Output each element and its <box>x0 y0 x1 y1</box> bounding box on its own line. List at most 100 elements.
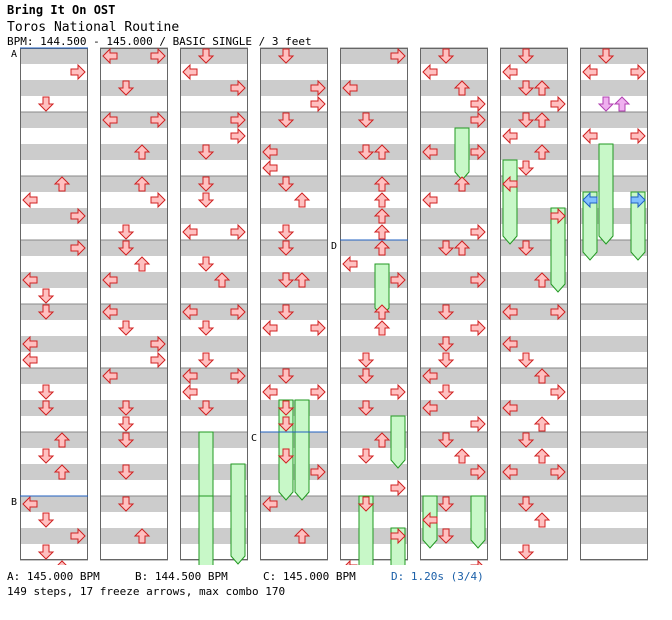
beat-stripe <box>20 432 88 448</box>
beat-stripe <box>260 144 328 160</box>
beat-stripe <box>180 112 248 128</box>
beat-stripe <box>180 416 248 432</box>
beat-stripe <box>340 288 408 304</box>
beat-stripe <box>260 496 328 512</box>
beat-stripe <box>20 176 88 192</box>
step-arrow <box>470 319 486 337</box>
step-arrow <box>630 127 646 145</box>
step-arrow <box>533 144 551 160</box>
step-arrow <box>517 48 535 64</box>
step-arrow <box>550 303 566 321</box>
beat-stripe <box>340 96 408 112</box>
step-arrow <box>230 303 246 321</box>
step-arrow <box>117 80 135 96</box>
beat-stripe <box>180 224 248 240</box>
beat-stripe <box>340 368 408 384</box>
beat-stripe <box>420 448 488 464</box>
step-arrow <box>22 495 38 513</box>
column-frame <box>180 48 248 560</box>
step-arrow <box>517 352 535 368</box>
beat-stripe <box>100 80 168 96</box>
freeze-arrow <box>470 495 486 549</box>
beat-stripe <box>260 544 328 560</box>
step-arrow <box>357 496 375 512</box>
beat-stripe <box>100 112 168 128</box>
step-arrow <box>117 464 135 480</box>
step-arrow <box>277 176 295 192</box>
beat-stripe <box>420 400 488 416</box>
freeze-arrow <box>230 463 246 565</box>
step-arrow <box>502 63 518 81</box>
beat-stripe <box>20 368 88 384</box>
beat-stripe <box>500 352 568 368</box>
step-arrow <box>197 144 215 160</box>
beat-stripe <box>580 160 648 176</box>
beat-stripe <box>500 320 568 336</box>
step-arrow <box>310 319 326 337</box>
step-arrow <box>373 192 391 208</box>
shock-arrow <box>597 96 615 112</box>
beat-stripe <box>20 512 88 528</box>
beat-stripe <box>100 400 168 416</box>
beat-stripe <box>580 272 648 288</box>
step-arrow <box>133 144 151 160</box>
bpm-marker-label: C <box>251 433 257 444</box>
step-arrow <box>373 176 391 192</box>
step-arrow <box>517 544 535 560</box>
beat-stripe <box>260 304 328 320</box>
beat-stripe <box>580 400 648 416</box>
step-arrow <box>373 320 391 336</box>
step-arrow <box>533 272 551 288</box>
beat-stripe <box>420 64 488 80</box>
freeze-head-arrow <box>582 191 598 209</box>
beat-stripe <box>340 112 408 128</box>
step-arrow <box>502 463 518 481</box>
step-arrow <box>37 448 55 464</box>
beat-stripe <box>180 256 248 272</box>
step-arrow <box>70 207 86 225</box>
beat-stripe <box>180 320 248 336</box>
step-arrow <box>357 112 375 128</box>
step-arrow <box>70 527 86 545</box>
step-arrow <box>182 303 198 321</box>
step-arrow <box>197 48 215 64</box>
beat-stripe <box>100 224 168 240</box>
beat-stripe <box>420 384 488 400</box>
step-arrow <box>437 304 455 320</box>
beat-stripe <box>180 384 248 400</box>
beat-stripe <box>420 160 488 176</box>
beat-stripe <box>580 384 648 400</box>
bpm-marker-label: D <box>331 241 337 252</box>
step-arrow <box>437 240 455 256</box>
beat-stripe <box>20 240 88 256</box>
step-arrow <box>70 239 86 257</box>
step-arrow <box>550 383 566 401</box>
step-arrow <box>293 272 311 288</box>
freeze-arrow <box>582 191 598 261</box>
step-arrow <box>582 63 598 81</box>
beat-stripe <box>260 400 328 416</box>
step-arrow <box>373 240 391 256</box>
step-arrow <box>342 79 358 97</box>
beat-stripe <box>20 128 88 144</box>
beat-stripe <box>100 48 168 64</box>
beat-stripe <box>20 224 88 240</box>
legend-a: A: 145.000 BPM <box>7 570 100 583</box>
beat-stripe <box>260 240 328 256</box>
beat-stripe <box>340 128 408 144</box>
step-arrow <box>550 463 566 481</box>
step-arrow <box>437 384 455 400</box>
step-arrow <box>53 464 71 480</box>
beat-stripe <box>580 304 648 320</box>
beat-stripe <box>20 320 88 336</box>
beat-stripe <box>260 416 328 432</box>
beat-stripe <box>20 528 88 544</box>
step-arrow <box>197 352 215 368</box>
step-arrow <box>373 208 391 224</box>
step-arrow <box>37 400 55 416</box>
beat-stripe <box>580 496 648 512</box>
step-arrow <box>262 143 278 161</box>
beat-stripe <box>340 400 408 416</box>
step-arrow <box>197 192 215 208</box>
beat-stripe <box>420 464 488 480</box>
